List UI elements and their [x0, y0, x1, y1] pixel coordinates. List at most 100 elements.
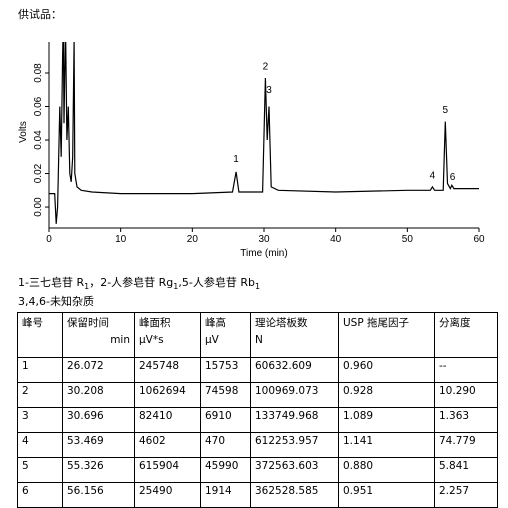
note-sub: 1 [84, 282, 90, 292]
header-cell: 峰高 μV [200, 312, 251, 358]
x-tick-label: 10 [115, 234, 127, 245]
table-row: 6 56.156 25490 1914 362528.585 0.951 2.257 [17, 482, 498, 508]
table-cell: 25490 [134, 482, 201, 508]
table-cell: 133749.968 [250, 407, 339, 433]
x-tick-label: 60 [473, 234, 485, 245]
header-cell: 峰面积 μV*s [134, 312, 201, 358]
header-text: μV*s [139, 334, 164, 346]
header-cell: 分离度 [434, 312, 498, 358]
peak-label: 6 [450, 172, 456, 183]
peak-label: 1 [233, 154, 239, 165]
table-cell: 5 [17, 457, 63, 483]
table-cell: 56.156 [62, 482, 135, 508]
table-row: 5 55.326 615904 45990 372563.603 0.880 5.841 [17, 457, 498, 483]
table-cell: 15753 [200, 357, 251, 383]
table-cell: 45990 [200, 457, 251, 483]
table-cell: 30.696 [62, 407, 135, 433]
header-cell: 峰号 [17, 312, 63, 358]
table-cell: 74.779 [434, 432, 498, 458]
peak-label: 3 [266, 85, 272, 96]
table-cell: 26.072 [62, 357, 135, 383]
y-tick-label: 0.00 [33, 197, 44, 217]
table-row: 1 26.072 245748 15753 60632.609 0.960 -- [17, 357, 498, 383]
table-row: 4 53.469 4602 470 612253.957 1.141 74.779 [17, 432, 498, 458]
header-cell: USP 拖尾因子 [338, 312, 435, 358]
table-cell: 60632.609 [250, 357, 339, 383]
table-cell: 362528.585 [250, 482, 339, 508]
header-text: 分离度 [439, 317, 471, 329]
note-text: ,5-人参皂苷 Rb [178, 276, 255, 289]
table-cell: 5.841 [434, 457, 498, 483]
table-cell: 55.326 [62, 457, 135, 483]
chart: 0 10 20 30 40 50 60 0.00 0.02 0.04 0.06 0.08 Time (m… [18, 42, 485, 259]
table-cell: 2.257 [434, 482, 498, 508]
header-row: 峰号 保留时间 min 峰面积 μV*s 峰高 μV 理论塔板数 N USP 拖尾因子 分离度 [17, 312, 498, 358]
table-cell: 6910 [200, 407, 251, 433]
table-cell: 1.089 [338, 407, 435, 433]
y-tick-label: 0.06 [33, 96, 44, 116]
table-cell: -- [434, 357, 498, 383]
header-text: min [110, 334, 130, 346]
table-cell: 1 [17, 357, 63, 383]
header-text: μV [205, 334, 219, 346]
table-cell: 0.928 [338, 382, 435, 408]
table-cell: 245748 [134, 357, 201, 383]
header-cell: 保留时间 min [62, 312, 135, 358]
table-cell: 1062694 [134, 382, 201, 408]
table-cell: 4602 [134, 432, 201, 458]
table-cell: 6 [17, 482, 63, 508]
x-tick-label: 50 [402, 234, 414, 245]
note-sub: 1 [254, 282, 261, 292]
x-tick-label: 20 [187, 234, 199, 245]
table-cell: 30.208 [62, 382, 135, 408]
table-cell: 74598 [200, 382, 251, 408]
table-row: 3 30.696 82410 6910 133749.968 1.089 1.363 [17, 407, 498, 433]
table-row: 2 30.208 1062694 74598 100969.073 0.928 10.290 [17, 382, 498, 408]
header-text: 峰号 [22, 317, 43, 329]
x-tick-label: 30 [258, 234, 270, 245]
impurity-note: 3,4,6-未知杂质 [18, 295, 94, 308]
table-cell: 615904 [134, 457, 201, 483]
peak-table: 峰号 保留时间 min 峰面积 μV*s 峰高 μV 理论塔板数 N USP 拖尾因子 分离度 1 26… [17, 312, 498, 508]
x-axis-label: Time (min) [240, 248, 287, 259]
x-tick-label: 0 [46, 234, 52, 245]
table-cell: 4 [17, 432, 63, 458]
table-cell: 1.141 [338, 432, 435, 458]
table-cell: 2 [17, 382, 63, 408]
note-sub: 1 [173, 282, 179, 292]
table-cell: 470 [200, 432, 251, 458]
table-cell: 10.290 [434, 382, 498, 408]
y-axis-label: Volts [18, 121, 29, 143]
peak-label: 5 [443, 105, 449, 116]
heading: 供试品： [18, 8, 62, 21]
header-text: 保留时间 [67, 317, 109, 329]
table-cell: 0.880 [338, 457, 435, 483]
note-text: 1-三七皂苷 R [18, 276, 85, 289]
peak-label: 2 [263, 62, 269, 73]
x-tick-label: 40 [330, 234, 342, 245]
header-text: 理论塔板数 [255, 317, 308, 329]
y-tick-label: 0.08 [33, 63, 44, 83]
peak-label: 4 [430, 171, 436, 182]
y-tick-label: 0.02 [33, 163, 44, 183]
table-cell: 100969.073 [250, 382, 339, 408]
trace [49, 42, 479, 224]
peak-note: 1-三七皂苷 R1，2-人参皂苷 Rg1,5-人参皂苷 Rb1 [18, 274, 260, 291]
table-cell: 1914 [200, 482, 251, 508]
y-tick-label: 0.04 [33, 130, 44, 150]
table-cell: 53.469 [62, 432, 135, 458]
header-text: N [255, 334, 263, 346]
table-cell: 0.951 [338, 482, 435, 508]
header-text: USP 拖尾因子 [343, 317, 410, 329]
table-cell: 612253.957 [250, 432, 339, 458]
header-text: 峰面积 [139, 317, 171, 329]
note-text: ，2-人参皂苷 Rg [89, 276, 174, 289]
header-cell: 理论塔板数 N [250, 312, 339, 358]
header-text: 峰高 [205, 317, 226, 329]
table-cell: 3 [17, 407, 63, 433]
table-cell: 1.363 [434, 407, 498, 433]
table-cell: 82410 [134, 407, 201, 433]
table-cell: 372563.603 [250, 457, 339, 483]
table-cell: 0.960 [338, 357, 435, 383]
